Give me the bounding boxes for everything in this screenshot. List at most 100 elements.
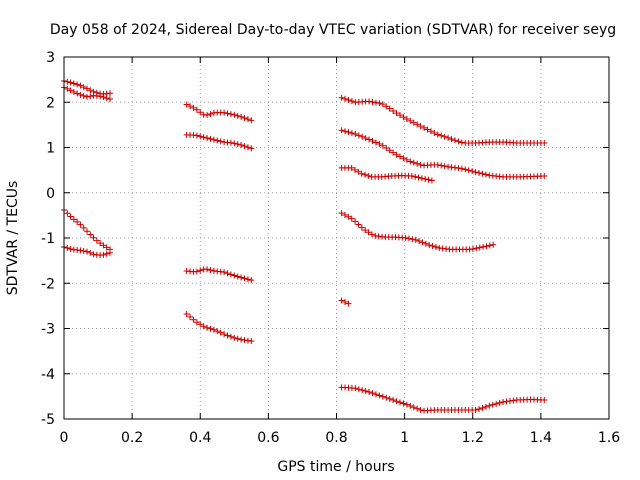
data-point	[486, 242, 493, 249]
data-point	[393, 110, 400, 117]
data-point	[383, 103, 390, 110]
data-point	[224, 332, 231, 339]
data-point	[207, 110, 214, 117]
data-point	[248, 338, 255, 345]
data-point	[408, 173, 415, 180]
data-point	[200, 134, 207, 141]
data-point	[390, 397, 397, 404]
data-point	[217, 138, 224, 145]
data-point	[410, 404, 417, 411]
data-point	[479, 170, 486, 177]
data-point	[87, 87, 94, 94]
data-point	[210, 136, 217, 143]
data-point	[352, 385, 359, 392]
data-point	[403, 116, 410, 123]
data-point	[390, 149, 397, 156]
series-b4	[183, 311, 255, 345]
data-point	[489, 401, 496, 408]
series-c5	[338, 297, 352, 307]
data-point	[366, 98, 373, 105]
data-point	[244, 276, 251, 283]
data-point	[426, 242, 433, 249]
y-tick-label: -5	[41, 412, 55, 428]
data-point	[204, 324, 211, 331]
data-point	[234, 141, 241, 148]
data-point	[244, 337, 251, 344]
data-point	[197, 267, 204, 274]
data-point	[368, 231, 375, 238]
data-point	[425, 176, 432, 183]
data-point	[187, 103, 194, 110]
data-point	[67, 245, 74, 252]
data-point	[248, 117, 255, 124]
data-point	[234, 112, 241, 119]
data-point	[207, 267, 214, 274]
data-point	[402, 234, 409, 241]
data-point	[372, 99, 379, 106]
data-point	[465, 167, 472, 174]
data-point	[451, 137, 458, 144]
data-point	[417, 161, 424, 168]
series-b2	[183, 131, 255, 152]
data-point	[441, 133, 448, 140]
data-point	[472, 169, 479, 176]
data-point	[338, 297, 345, 304]
data-point	[448, 136, 455, 143]
data-point	[351, 166, 358, 173]
data-point	[241, 337, 248, 344]
data-point	[238, 141, 245, 148]
data-point	[376, 141, 383, 148]
data-point	[197, 321, 204, 328]
data-point	[421, 124, 428, 131]
data-point	[100, 242, 107, 249]
data-point	[221, 109, 228, 116]
data-point	[369, 390, 376, 397]
data-point	[410, 159, 417, 166]
data-point	[74, 90, 81, 97]
data-point	[418, 175, 425, 182]
data-point	[348, 98, 355, 105]
y-tick-label: 3	[46, 50, 55, 66]
data-point	[227, 333, 234, 340]
data-point	[407, 117, 414, 124]
data-point	[93, 237, 100, 244]
data-point	[67, 213, 74, 220]
data-point	[248, 277, 255, 284]
series-a4	[61, 244, 113, 259]
data-point	[241, 115, 248, 122]
data-point	[479, 405, 486, 412]
data-point	[227, 271, 234, 278]
data-point	[480, 243, 487, 250]
data-point	[214, 137, 221, 144]
data-point	[74, 218, 81, 225]
data-point	[386, 395, 393, 402]
data-point	[90, 251, 97, 258]
data-point	[70, 216, 77, 223]
data-point	[379, 101, 386, 108]
data-point	[241, 275, 248, 282]
data-point	[64, 85, 71, 92]
data-point	[224, 270, 231, 277]
data-point	[244, 116, 251, 123]
data-point	[372, 391, 379, 398]
x-tick-label: 0.8	[325, 430, 347, 446]
data-point	[342, 128, 349, 135]
chart-title: Day 058 of 2024, Sidereal Day-to-day VTE…	[50, 22, 616, 38]
data-point	[403, 401, 410, 408]
data-points	[61, 77, 548, 414]
plot-frame	[63, 56, 610, 420]
data-point	[405, 235, 412, 242]
data-point	[412, 173, 419, 180]
data-point	[541, 173, 548, 180]
data-point	[87, 249, 94, 256]
data-point	[476, 244, 483, 251]
x-tick-label: 1.4	[530, 430, 552, 446]
data-point	[429, 243, 436, 250]
data-point	[362, 388, 369, 395]
data-point	[417, 123, 424, 130]
data-point	[390, 107, 397, 114]
y-tick-label: -4	[41, 367, 55, 383]
data-point	[445, 134, 452, 141]
data-point	[365, 229, 372, 236]
